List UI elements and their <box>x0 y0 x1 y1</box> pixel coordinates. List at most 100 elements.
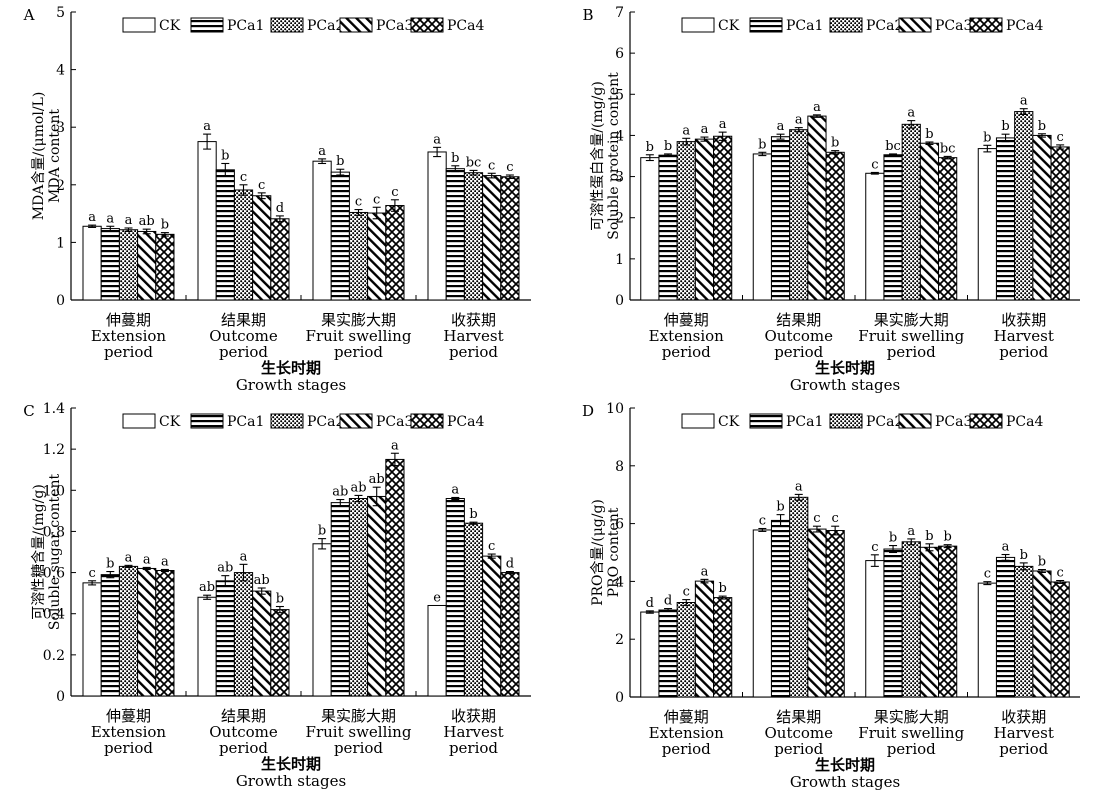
category-label-en: Extension <box>91 327 167 345</box>
x-axis-title: 生长时期 <box>261 359 321 377</box>
category-label-zh: 伸蔓期 <box>106 707 151 725</box>
bar-pca2 <box>463 522 484 697</box>
bar-pca3 <box>919 142 940 301</box>
bar-pca2 <box>463 172 484 301</box>
bar-ck <box>977 582 997 698</box>
bar-pca3 <box>137 567 157 697</box>
x-axis-title: 生长时期 <box>815 756 875 774</box>
category-label-en: Fruit swelling <box>858 724 964 742</box>
legend-swatch-pca2 <box>270 413 304 429</box>
category-label-en: period <box>887 740 936 758</box>
category-label-zh: 果实膨大期 <box>874 708 949 726</box>
bar-ck <box>427 151 447 301</box>
significance-label: c <box>373 192 380 207</box>
significance-label: c <box>355 195 362 210</box>
significance-label: ab <box>199 580 215 595</box>
legend-label: PCa2 <box>307 18 344 34</box>
significance-label: a <box>240 549 248 564</box>
significance-label: a <box>318 144 326 159</box>
legend-label: PCa4 <box>447 414 484 430</box>
significance-label: a <box>106 211 114 226</box>
legend-label: CK <box>718 18 740 34</box>
legend-label: PCa3 <box>376 414 413 430</box>
chart-panel-c: C 0 0.2 0.4 0.6 0.8 1.0 1.2 1.4 可溶性糖含量/(mg/g) Solu… <box>23 401 531 790</box>
significance-label: a <box>161 554 169 569</box>
bar-pca4 <box>385 458 405 697</box>
bar-pca2 <box>1014 565 1034 698</box>
x-axis-title-en: Growth stages <box>236 376 346 394</box>
category-label-zh: 果实膨大期 <box>874 311 949 329</box>
category-label-zh: 结果期 <box>776 708 821 726</box>
legend-label: PCa1 <box>227 18 264 34</box>
bar-pca4 <box>713 135 733 301</box>
category-label-en: period <box>219 343 268 361</box>
significance-label: a <box>777 119 785 134</box>
bar-pca2 <box>348 211 369 301</box>
bar-pca2 <box>901 123 921 301</box>
y-tick-label: 0.6 <box>43 566 65 582</box>
significance-label: b <box>925 529 933 544</box>
significance-label: b <box>758 137 766 152</box>
y-axis-title-en: PRO content <box>606 507 622 597</box>
bar-ck <box>427 604 447 697</box>
category-label-en: Fruit swelling <box>306 723 412 741</box>
significance-label: ab <box>139 214 155 229</box>
y-tick-label: 0 <box>615 293 624 309</box>
bar-pca3 <box>1032 134 1052 301</box>
bar-pca1 <box>995 556 1016 698</box>
significance-label: c <box>683 585 690 600</box>
legend-label: CK <box>718 414 740 430</box>
bar-pca1 <box>330 502 350 697</box>
bar-ck <box>82 582 102 697</box>
significance-label: a <box>125 550 133 565</box>
significance-label: b <box>451 151 459 166</box>
bar-pca2 <box>1014 111 1034 301</box>
bar-pca1 <box>445 498 465 697</box>
significance-label: c <box>813 511 820 526</box>
significance-label: b <box>1020 548 1028 563</box>
y-tick-label: 7 <box>615 5 624 21</box>
bar-ck <box>312 543 332 697</box>
category-label-en: period <box>334 343 383 361</box>
legend-swatch-pca2 <box>270 17 304 33</box>
bar-pca4 <box>155 233 175 301</box>
bar-pca1 <box>658 609 678 698</box>
category-label-zh: 收获期 <box>451 707 496 725</box>
y-tick-label: 10 <box>606 401 624 417</box>
y-tick-label: 0.2 <box>43 648 65 664</box>
bar-pca1 <box>330 171 350 301</box>
significance-label: c <box>1057 130 1064 145</box>
category-label-en: period <box>999 740 1048 758</box>
bar-pca3 <box>252 590 272 697</box>
legend-label: PCa4 <box>1006 18 1043 34</box>
significance-label: a <box>125 213 133 228</box>
y-axis-title-en: MDA content <box>47 109 63 203</box>
legend-swatch-pca4 <box>410 17 444 33</box>
category-label-en: Extension <box>649 327 725 345</box>
y-axis-title: MDA含量/(μmol/L) <box>31 92 47 221</box>
bar-pca2 <box>118 565 139 697</box>
y-axis-title-en: Soluble sugar content <box>47 474 63 631</box>
significance-label: ab <box>369 472 385 487</box>
chart-panel-b: B 0 1 2 3 4 5 6 7 可溶性蛋白含量/(mg/g) Soluble protein c… <box>582 5 1080 394</box>
bar-pca2 <box>348 498 369 697</box>
legend-label: PCa2 <box>866 414 903 430</box>
legend-swatch-pca4 <box>969 413 1003 429</box>
y-tick-label: 4 <box>615 128 624 144</box>
category-label-en: Outcome <box>209 327 278 345</box>
y-tick-label: 4 <box>56 63 65 79</box>
legend-label: PCa2 <box>307 414 344 430</box>
significance-label: b <box>318 524 326 539</box>
bar-pca3 <box>807 528 827 698</box>
significance-label: b <box>336 154 344 169</box>
y-tick-label: 1 <box>615 252 624 268</box>
significance-label: c <box>240 170 247 185</box>
significance-label: a <box>203 119 211 134</box>
bar-pca3 <box>919 546 940 698</box>
x-axis-title-en: Growth stages <box>790 773 900 791</box>
bar-pca2 <box>233 189 254 301</box>
significance-label: ab <box>350 480 366 495</box>
bar-pca3 <box>482 555 502 697</box>
category-label-zh: 果实膨大期 <box>321 707 396 725</box>
y-tick-label: 0 <box>615 690 624 706</box>
